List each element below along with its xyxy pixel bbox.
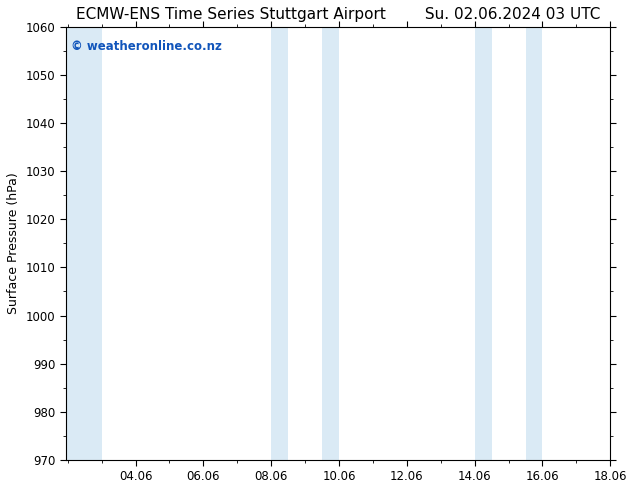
Bar	[66, 27, 101, 460]
Bar	[322, 27, 339, 460]
Bar	[526, 27, 543, 460]
Y-axis label: Surface Pressure (hPa): Surface Pressure (hPa)	[7, 172, 20, 314]
Text: © weatheronline.co.nz: © weatheronline.co.nz	[71, 40, 222, 53]
Bar	[271, 27, 288, 460]
Title: ECMW-ENS Time Series Stuttgart Airport        Su. 02.06.2024 03 UTC: ECMW-ENS Time Series Stuttgart Airport S…	[76, 7, 600, 22]
Bar	[475, 27, 491, 460]
